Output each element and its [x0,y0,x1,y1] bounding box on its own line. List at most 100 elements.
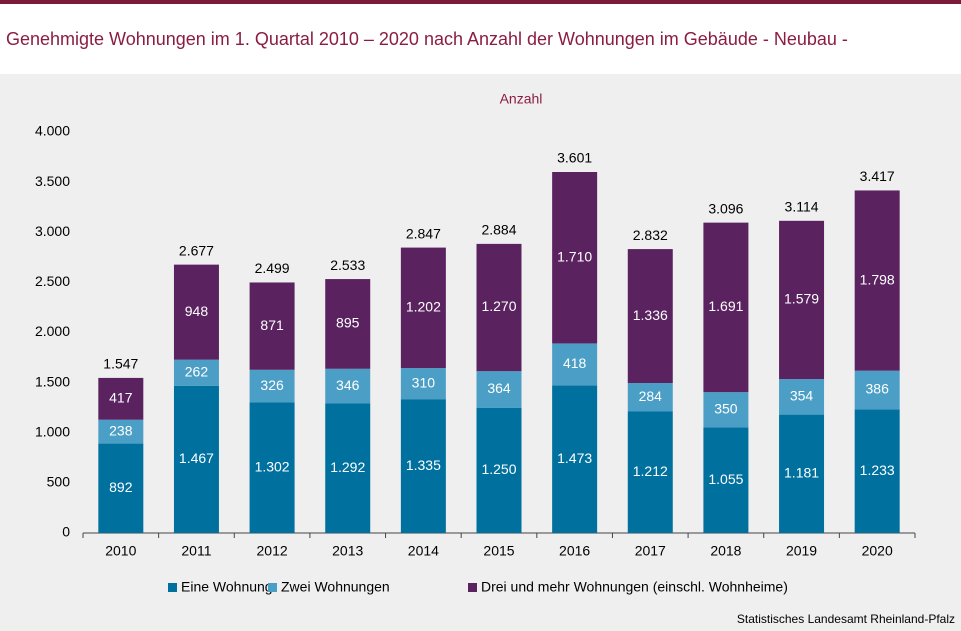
y-tick-label: 3.000 [35,223,70,239]
x-tick-label: 2016 [559,543,590,559]
value-label: 1.302 [255,458,290,474]
legend-label: Zwei Wohnungen [281,579,390,595]
value-label: 418 [563,355,587,371]
bar-segment [173,264,219,360]
value-label: 1.181 [784,465,819,481]
bar-segment [627,383,673,412]
bar-segment [552,343,598,386]
total-label: 2.533 [330,257,365,273]
bar-segment [173,385,219,533]
bar-segment [854,370,900,410]
value-label: 417 [109,390,133,406]
x-tick-label: 2015 [483,543,514,559]
bar-segment [98,419,144,444]
value-label: 1.710 [557,248,592,264]
bar-segment [476,243,522,372]
x-tick-label: 2017 [635,543,666,559]
axis-label: Anzahl [500,91,543,107]
value-label: 1.233 [860,462,895,478]
x-tick-label: 2010 [105,543,136,559]
value-label: 1.467 [179,450,214,466]
bar-segment [249,369,295,403]
bar-segment [703,392,749,428]
bar-segment [854,409,900,533]
bar-segment [325,403,371,533]
bar-segment [703,427,749,533]
y-tick-label: 1.000 [35,423,70,439]
x-tick-label: 2011 [181,543,211,559]
bar-segment [325,279,371,369]
legend-swatch [468,583,477,592]
y-tick-label: 2.500 [35,273,70,289]
bar-segment [400,247,446,369]
value-label: 1.336 [633,307,668,323]
bar-segment [476,371,522,408]
value-label: 892 [109,479,133,495]
legend-label: Eine Wohnung [181,579,273,595]
value-label: 364 [487,380,511,396]
total-label: 3.114 [785,199,819,215]
value-label: 948 [185,303,209,319]
total-label: 3.096 [708,200,743,216]
bar-segment [703,222,749,393]
total-label: 2.847 [406,225,441,241]
legend-label: Drei und mehr Wohnungen (einschl. Wohnhe… [481,579,788,595]
x-tick-label: 2014 [408,543,439,559]
value-label: 310 [412,374,436,390]
value-label: 238 [109,422,133,438]
total-label: 2.499 [255,260,290,276]
value-label: 284 [639,388,663,404]
bar-segment [98,377,144,420]
value-label: 386 [866,381,890,397]
x-tick-label: 2018 [710,543,741,559]
y-tick-label: 2.000 [35,323,70,339]
bar-segment [627,249,673,384]
value-label: 346 [336,377,360,393]
bar-segment [400,368,446,400]
top-rule [0,0,961,4]
value-label: 871 [260,317,284,333]
bar-segment [249,402,295,533]
value-label: 1.473 [557,450,592,466]
value-label: 1.292 [330,459,365,475]
chart-title: Genehmigte Wohnungen im 1. Quartal 2010 … [6,29,848,49]
value-label: 1.055 [708,471,743,487]
y-tick-label: 3.500 [35,173,70,189]
bar-segment [476,407,522,533]
y-tick-label: 500 [47,474,71,490]
total-label: 2.677 [179,242,214,258]
total-label: 2.884 [481,222,516,238]
value-label: 1.250 [481,461,516,477]
bar-segment [779,379,825,415]
bar-segment [552,171,598,344]
y-tick-label: 1.500 [35,373,70,389]
value-label: 1.798 [860,271,895,287]
bar-segment [779,220,825,380]
bar-segment [779,414,825,533]
bar-segment [552,385,598,533]
value-label: 1.691 [708,298,743,314]
bar-segment [854,190,900,371]
value-label: 1.335 [406,457,441,473]
bar-segment [249,282,295,370]
y-tick-label: 0 [62,524,70,540]
bar-segment [173,359,219,386]
bar-segment [98,443,144,533]
value-label: 1.202 [406,299,441,315]
bar-segment [627,411,673,533]
legend-swatch [268,583,277,592]
bar-segment [400,399,446,533]
value-label: 1.579 [784,291,819,307]
total-label: 3.601 [557,150,592,166]
bar-segment [325,368,371,404]
source: Statistisches Landesamt Rheinland-Pfalz [737,612,955,626]
value-label: 1.212 [633,463,668,479]
value-label: 262 [185,364,209,380]
legend-swatch [168,583,177,592]
total-label: 2.832 [633,227,668,243]
value-label: 354 [790,388,814,404]
total-label: 3.417 [860,168,895,184]
value-label: 895 [336,315,360,331]
x-tick-label: 2013 [332,543,363,559]
